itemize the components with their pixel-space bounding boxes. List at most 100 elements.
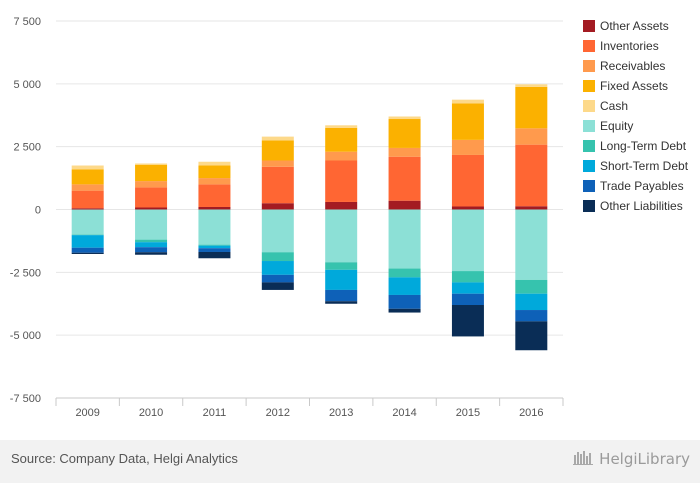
legend-item[interactable]: Short-Term Debt — [583, 156, 700, 176]
legend-label: Short-Term Debt — [600, 159, 689, 173]
bar-segment[interactable] — [451, 206, 484, 210]
legend-swatch — [583, 20, 595, 32]
bar-segment[interactable] — [388, 268, 421, 278]
bar-segment[interactable] — [515, 86, 548, 129]
bar-segment[interactable] — [451, 154, 484, 207]
bar-segment[interactable] — [135, 164, 168, 182]
bar-segment[interactable] — [388, 156, 421, 201]
bar-segment[interactable] — [451, 103, 484, 140]
bar-segment[interactable] — [388, 277, 421, 295]
bar-segment[interactable] — [198, 184, 231, 207]
bar-segment[interactable] — [71, 190, 104, 209]
bar-segment[interactable] — [71, 235, 104, 248]
bar-segment[interactable] — [71, 184, 104, 191]
bar-segment[interactable] — [325, 262, 358, 270]
bar-segment[interactable] — [135, 239, 168, 243]
bar-segment[interactable] — [135, 163, 168, 165]
bar-segment[interactable] — [135, 207, 168, 210]
bar-segment[interactable] — [261, 166, 294, 204]
legend-item[interactable]: Receivables — [583, 56, 700, 76]
bar-segment[interactable] — [388, 294, 421, 309]
bar-segment[interactable] — [388, 147, 421, 157]
bar-segment[interactable] — [451, 282, 484, 294]
legend-swatch — [583, 120, 595, 132]
bar-segment[interactable] — [388, 200, 421, 210]
bar-segment[interactable] — [261, 203, 294, 210]
bar-segment[interactable] — [198, 248, 231, 252]
bar-segment[interactable] — [515, 293, 548, 311]
bar-segment[interactable] — [71, 247, 104, 253]
bar-segment[interactable] — [198, 244, 231, 246]
bar-segment[interactable] — [198, 206, 231, 210]
bar-segment[interactable] — [198, 178, 231, 185]
bar-segment[interactable] — [388, 116, 421, 120]
bar-segment[interactable] — [198, 251, 231, 259]
bar-segment[interactable] — [325, 160, 358, 202]
bar-segment[interactable] — [388, 119, 421, 148]
brand-logo: HelgiLibrary — [573, 449, 690, 469]
bar-segment[interactable] — [261, 274, 294, 283]
bar-segment[interactable] — [261, 282, 294, 290]
bar-segment[interactable] — [451, 139, 484, 155]
legend-item[interactable]: Long-Term Debt — [583, 136, 700, 156]
bar-segment[interactable] — [198, 245, 231, 249]
bar-segment[interactable] — [388, 308, 421, 313]
bar-segment[interactable] — [515, 279, 548, 294]
bar-segment[interactable] — [71, 169, 104, 185]
bar-segment[interactable] — [325, 125, 358, 128]
bar-segment[interactable] — [135, 209, 168, 240]
bar-segment[interactable] — [325, 209, 358, 263]
legend-item[interactable]: Trade Payables — [583, 176, 700, 196]
bar-segment[interactable] — [515, 310, 548, 322]
bar-segment[interactable] — [261, 209, 294, 253]
bar-segment[interactable] — [71, 165, 104, 170]
bar-segment[interactable] — [261, 261, 294, 275]
bar-segment[interactable] — [71, 234, 104, 236]
bar-segment[interactable] — [198, 161, 231, 166]
bar-segment[interactable] — [325, 301, 358, 304]
bar-segment[interactable] — [515, 128, 548, 145]
legend-label: Equity — [600, 119, 634, 133]
bar-segment[interactable] — [325, 201, 358, 210]
library-icon — [573, 449, 595, 469]
bar-segment[interactable] — [515, 206, 548, 210]
x-tick-label: 2011 — [203, 407, 227, 419]
bar-segment[interactable] — [135, 252, 168, 255]
bar-segment[interactable] — [261, 160, 294, 167]
legend-swatch — [583, 80, 595, 92]
bar-segment[interactable] — [325, 151, 358, 161]
bar-segment[interactable] — [261, 252, 294, 262]
bar-segment[interactable] — [451, 293, 484, 306]
bar-segment[interactable] — [135, 242, 168, 248]
bar-segment[interactable] — [71, 208, 104, 210]
legend-item[interactable]: Cash — [583, 96, 700, 116]
x-tick-label: 2010 — [139, 407, 163, 419]
bar-segment[interactable] — [135, 247, 168, 253]
bar-segment[interactable] — [325, 269, 358, 290]
bar-segment[interactable] — [451, 305, 484, 337]
bar-segment[interactable] — [515, 144, 548, 207]
bar-segment[interactable] — [198, 165, 231, 179]
legend-item[interactable]: Equity — [583, 116, 700, 136]
bar-segment[interactable] — [515, 84, 548, 87]
bar-segment[interactable] — [71, 209, 104, 235]
legend-item[interactable]: Other Assets — [583, 16, 700, 36]
bar-segment[interactable] — [325, 127, 358, 152]
legend-item[interactable]: Inventories — [583, 36, 700, 56]
bar-segment[interactable] — [515, 209, 548, 280]
bar-segment[interactable] — [261, 140, 294, 161]
legend-item[interactable]: Fixed Assets — [583, 76, 700, 96]
bar-segment[interactable] — [451, 271, 484, 283]
bar-segment[interactable] — [515, 321, 548, 351]
bar-segment[interactable] — [135, 187, 168, 208]
y-tick-label: 0 — [35, 205, 41, 217]
bar-segment[interactable] — [451, 99, 484, 104]
bar-segment[interactable] — [135, 181, 168, 188]
bar-segment[interactable] — [261, 136, 294, 141]
bar-segment[interactable] — [388, 209, 421, 269]
bar-segment[interactable] — [325, 289, 358, 302]
bar-segment[interactable] — [198, 209, 231, 245]
bar-segment[interactable] — [71, 252, 104, 254]
bar-segment[interactable] — [451, 209, 484, 272]
legend-item[interactable]: Other Liabilities — [583, 196, 700, 216]
